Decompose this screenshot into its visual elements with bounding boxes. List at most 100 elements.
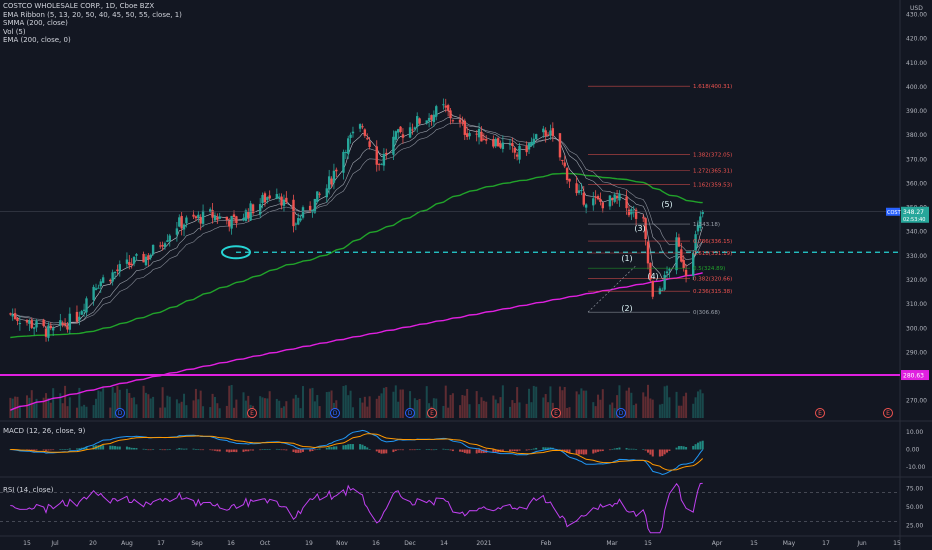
volume-bar (516, 387, 519, 418)
volume-bar (544, 394, 547, 418)
macd-histogram-bar (268, 449, 271, 450)
volume-bar (499, 397, 502, 418)
volume-bar (142, 385, 145, 418)
macd-histogram-bar (68, 448, 71, 450)
volume-bar (349, 390, 352, 418)
candle-body (482, 138, 486, 140)
candle-body (551, 128, 555, 137)
ema-ribbon-line (10, 117, 703, 326)
candle-body (634, 209, 638, 219)
fib-level-label: 0(306.68) (693, 310, 720, 316)
fib-level-label: 0.382(320.66) (693, 276, 732, 282)
volume-bar (133, 397, 136, 418)
volume-bar (280, 407, 283, 418)
volume-bar (302, 386, 304, 418)
volume-bar (275, 398, 278, 418)
candle-body (525, 146, 528, 153)
candle-body (375, 146, 378, 165)
candle-body (477, 128, 481, 138)
volume-bar (175, 399, 178, 418)
macd-histogram-bar (597, 449, 600, 452)
candle-body (51, 328, 55, 331)
volume-bar (594, 406, 597, 418)
time-tick-label: 16 (227, 540, 235, 547)
volume-bar (575, 391, 578, 418)
fib-level-label: 1.618(400.31) (693, 84, 732, 90)
candle-body (668, 269, 671, 271)
volume-bar (699, 389, 702, 418)
macd-histogram-bar (330, 447, 333, 450)
candle-body (401, 134, 405, 138)
fib-level-label: 0.786(336.15) (693, 239, 732, 245)
candle-body (230, 215, 233, 229)
macd-histogram-bar (578, 449, 580, 455)
macd-histogram-bar (492, 449, 495, 453)
candle-body (247, 211, 250, 218)
macd-histogram-bar (509, 449, 511, 452)
volume-bar (482, 400, 485, 418)
macd-histogram-bar (601, 449, 604, 452)
candle-body (475, 133, 478, 135)
macd-histogram-bar (368, 449, 371, 450)
candle-body (318, 193, 321, 195)
volume-bar (432, 398, 435, 418)
candle-body (47, 325, 50, 338)
volume-bar (528, 388, 531, 418)
volume-bar (366, 406, 369, 418)
time-tick-label: Apr (712, 540, 723, 547)
candle-body (575, 183, 578, 194)
candle-body (180, 215, 183, 229)
macd-histogram-bar (311, 449, 314, 452)
macd-histogram-bar (680, 446, 683, 450)
macd-histogram-bar (97, 445, 100, 450)
macd-tick-label: 10.00 (906, 429, 923, 436)
macd-histogram-bar (378, 449, 381, 453)
candle-body (68, 313, 72, 330)
macd-histogram-bar (216, 449, 219, 452)
macd-histogram-bar (247, 449, 250, 452)
event-marker-label: E (554, 410, 558, 417)
volume-bar (209, 407, 212, 418)
volume-bar (152, 396, 155, 418)
candle-body (280, 196, 283, 206)
macd-histogram-bar (658, 449, 661, 457)
candle-body (13, 313, 17, 320)
candle-body (377, 163, 381, 165)
macd-histogram-bar (409, 449, 412, 451)
volume-bar (511, 400, 514, 418)
volume-bar (97, 390, 100, 418)
macd-histogram-bar (644, 449, 647, 451)
candle-body (349, 134, 352, 138)
macd-histogram-bar (478, 449, 481, 453)
price-tick-label: 300.00 (906, 325, 927, 332)
macd-histogram (9, 440, 704, 457)
candle-body (680, 249, 683, 262)
macd-histogram-bar (144, 449, 147, 450)
volume-bar (663, 386, 666, 418)
volume-bar (480, 397, 483, 418)
candle-body (197, 214, 200, 218)
candle-body (435, 106, 438, 117)
volume-bar (299, 408, 302, 418)
volume-bar (549, 386, 552, 418)
candle-body (427, 117, 431, 121)
candle-body (599, 198, 602, 202)
macd-histogram-bar (625, 448, 628, 450)
macd-histogram-bar (568, 449, 571, 454)
candle-body (125, 259, 129, 264)
candle-body (211, 210, 214, 218)
macd-histogram-bar (309, 449, 312, 452)
candle-body (194, 216, 198, 219)
candle-body (128, 262, 131, 266)
candle-body (299, 218, 302, 221)
candle-body (542, 128, 545, 133)
volume-bar (494, 399, 497, 418)
macd-histogram-bar (611, 449, 614, 450)
macd-histogram-bar (363, 446, 366, 450)
candle-body (78, 316, 81, 321)
candle-body (232, 214, 236, 218)
volume-bar (109, 407, 112, 418)
macd-histogram-bar (30, 449, 33, 451)
macd-histogram-bar (230, 449, 233, 453)
